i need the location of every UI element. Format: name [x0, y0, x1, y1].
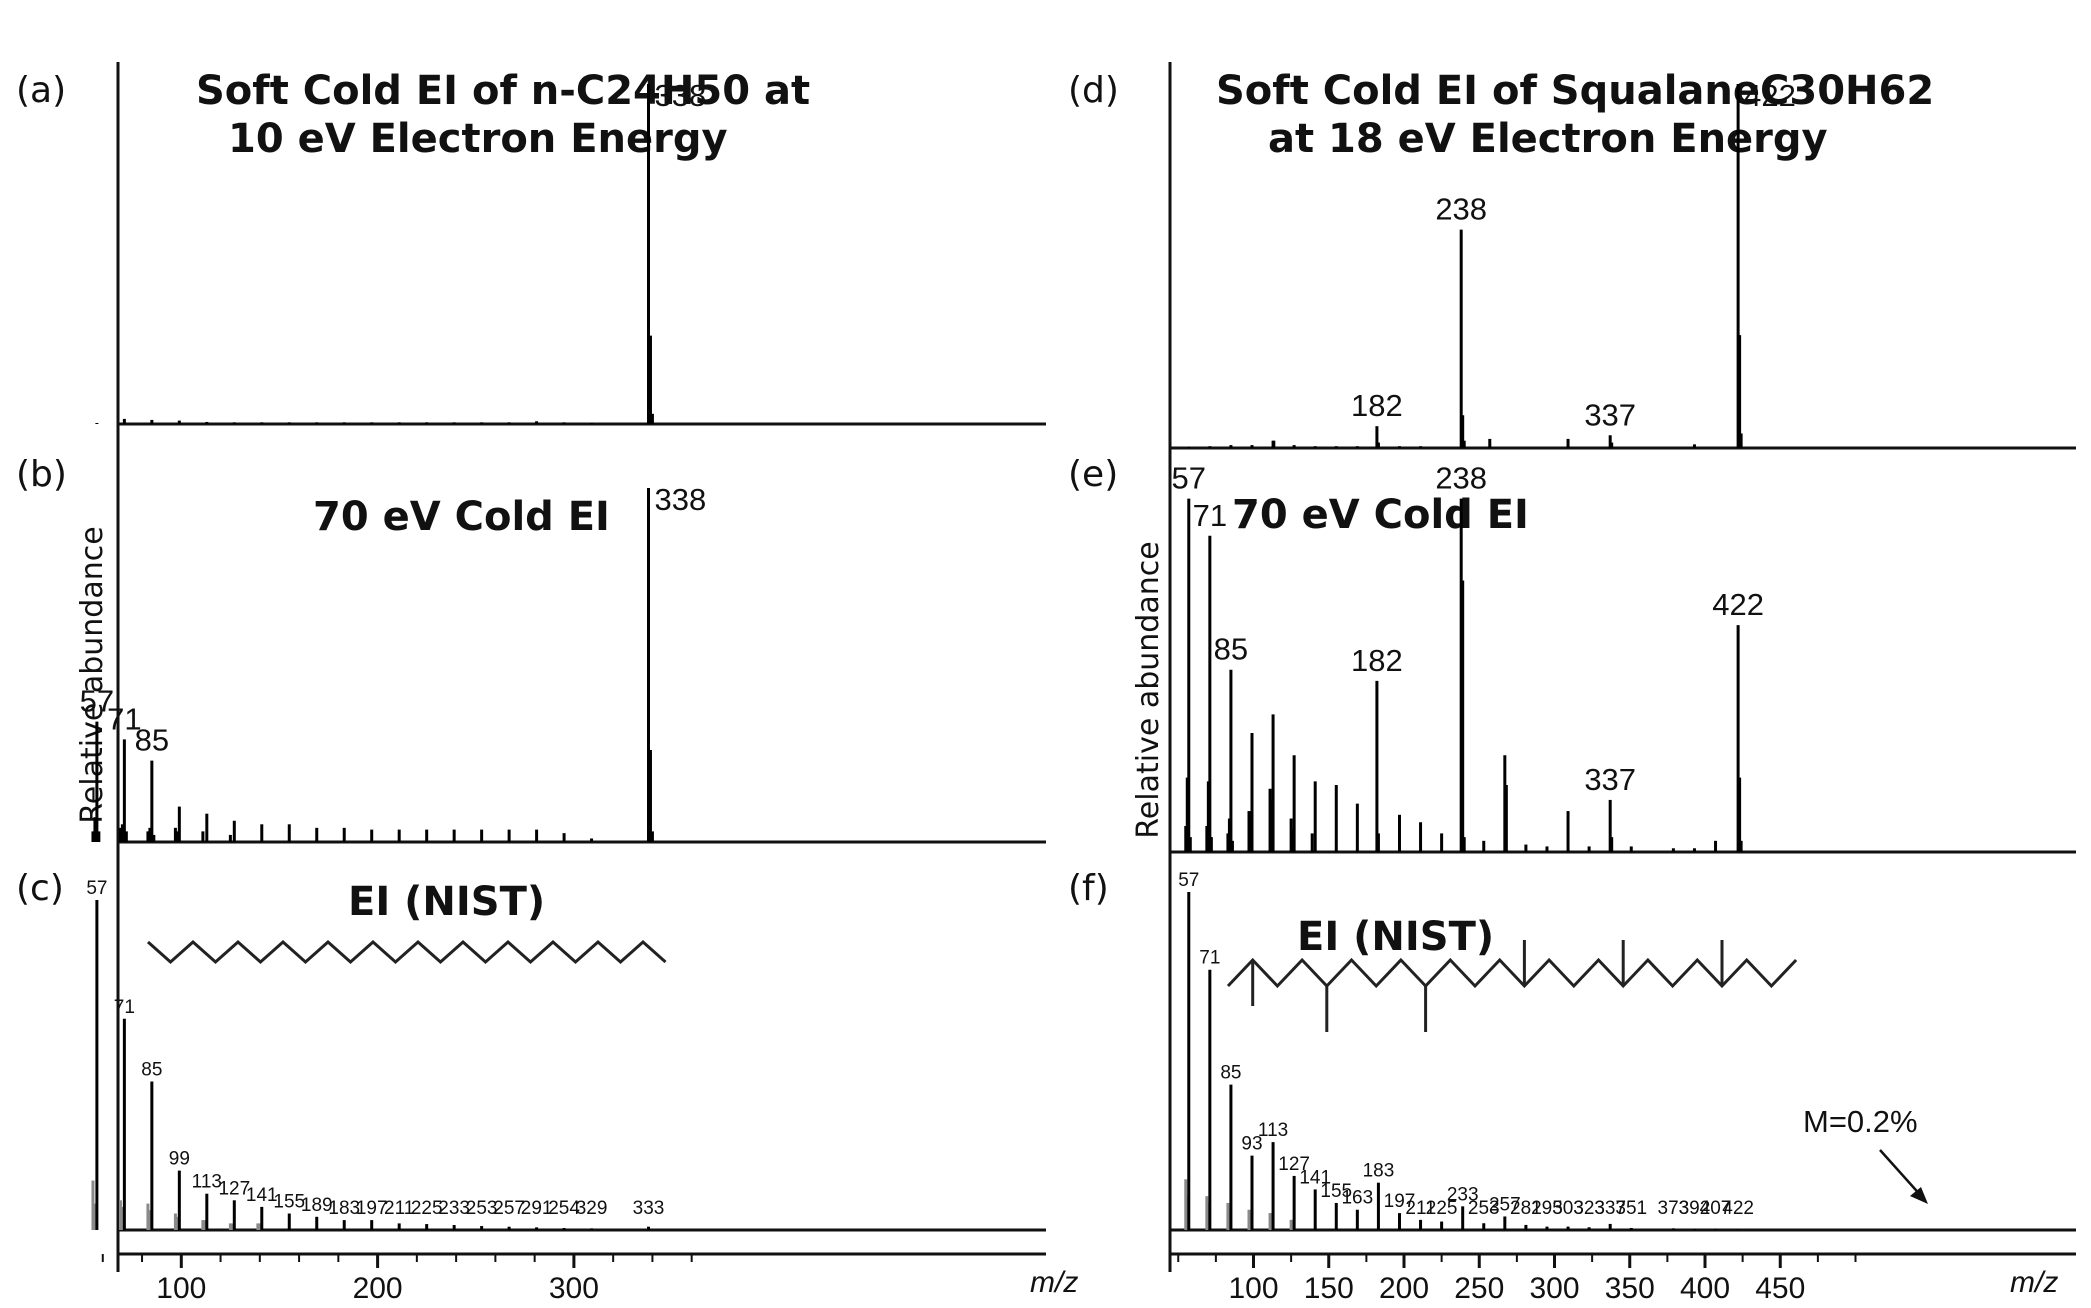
peak-label-b-3: 338: [654, 482, 706, 517]
x-tick-label-f-5: 350: [1605, 1272, 1655, 1305]
peak-label-f-2: 85: [1220, 1063, 1241, 1084]
peak-label-d-3: 422: [1744, 78, 1796, 113]
chart-title-a-line2: 10 eV Electron Energy: [228, 116, 728, 162]
panel-label-c: (c): [16, 868, 64, 909]
peak-label-c-16: 291: [521, 1198, 553, 1219]
peak-label-e-1: 71: [1193, 498, 1227, 533]
x-tick-label-f-4: 300: [1529, 1272, 1579, 1305]
peak-label-c-17: 254: [548, 1198, 580, 1219]
axes-left: [116, 62, 1046, 1272]
chart-title-a-line1: Soft Cold EI of n-C24H50 at: [196, 68, 810, 114]
peak-label-c-5: 127: [218, 1178, 250, 1199]
x-tick-label-f-7: 450: [1755, 1272, 1805, 1305]
peak-label-f-19: 323: [1573, 1198, 1605, 1219]
chart-title-e: 70 eV Cold EI: [1232, 492, 1529, 538]
peak-label-f-16: 281: [1510, 1198, 1542, 1219]
panel-label-f: (f): [1068, 868, 1109, 909]
peak-label-f-13: 233: [1447, 1184, 1479, 1205]
peak-label-d-2: 337: [1584, 397, 1636, 432]
peak-label-f-10: 197: [1384, 1191, 1416, 1212]
peak-label-c-13: 233: [438, 1198, 470, 1219]
peak-label-e-5: 337: [1584, 762, 1636, 797]
panel-label-e: (e): [1068, 454, 1118, 495]
peak-label-c-11: 211: [384, 1198, 414, 1219]
peak-label-d-0: 182: [1351, 388, 1403, 423]
peak-label-f-21: 351: [1615, 1198, 1647, 1219]
chart-title-d-line1: Soft Cold EI of SqualaneC30H62: [1216, 68, 1934, 114]
peak-label-e-3: 182: [1351, 643, 1403, 678]
x-tick-label-f-1: 150: [1304, 1272, 1354, 1305]
peak-label-e-2: 85: [1214, 632, 1248, 667]
chart-title-f: EI (NIST): [1297, 914, 1494, 960]
panel-label-d: (d): [1068, 70, 1119, 111]
peak-label-b-2: 85: [135, 723, 169, 758]
peak-label-b-0: 57: [80, 684, 114, 719]
peak-label-f-6: 141: [1299, 1167, 1331, 1188]
peak-label-f-23: 392: [1679, 1198, 1711, 1219]
peak-label-a-0: 338: [654, 78, 706, 113]
y-axis-label-left: Relative abundance: [75, 526, 110, 823]
peak-label-f-17: 295: [1531, 1198, 1563, 1219]
peak-label-c-8: 189: [301, 1195, 333, 1216]
peak-label-c-7: 155: [273, 1192, 305, 1213]
panel-label-a: (a): [16, 70, 66, 111]
chart-marks: 3385771853385771859911312714115518918319…: [80, 78, 1857, 1305]
peak-label-f-9: 183: [1363, 1161, 1395, 1182]
x-tick-label-c-0: 100: [156, 1272, 206, 1305]
x-axis-label-left: m/z: [1030, 1266, 1078, 1299]
peak-label-c-18: 329: [576, 1198, 608, 1219]
axes-right: [1168, 62, 2076, 1272]
squalane-structure: [1226, 940, 1798, 1032]
molecular-ion-annotation: M=0.2%: [1803, 1104, 1928, 1204]
peak-label-f-7: 155: [1320, 1181, 1352, 1202]
peak-label-f-11: 211: [1405, 1198, 1435, 1219]
peak-label-c-12: 225: [411, 1198, 443, 1219]
chart-title-d-line2: at 18 eV Electron Energy: [1268, 116, 1828, 162]
peak-label-c-19: 333: [633, 1198, 665, 1219]
peak-label-f-1: 71: [1199, 948, 1220, 969]
peak-label-c-0: 57: [86, 878, 107, 899]
peak-label-c-10: 197: [356, 1198, 388, 1219]
peak-label-e-6: 422: [1712, 587, 1764, 622]
peak-label-f-24: 407: [1700, 1198, 1732, 1219]
molecular-ion-annotation-label: M=0.2%: [1803, 1104, 1918, 1139]
peak-label-f-12: 225: [1426, 1198, 1458, 1219]
x-tick-label-c-2: 300: [549, 1272, 599, 1305]
peak-label-c-15: 257: [493, 1198, 525, 1219]
peak-label-f-3: 93: [1241, 1134, 1262, 1155]
peak-label-f-18: 303: [1552, 1198, 1584, 1219]
x-tick-label-f-2: 200: [1379, 1272, 1429, 1305]
peak-label-c-3: 99: [169, 1149, 190, 1170]
x-tick-label-c-1: 200: [353, 1272, 403, 1305]
peak-label-e-4: 238: [1435, 461, 1487, 496]
n-tetracosane-structure: [147, 939, 667, 965]
y-axis-label-right: Relative abundance: [1131, 541, 1166, 838]
peak-label-f-20: 337: [1594, 1198, 1626, 1219]
peak-label-f-0: 57: [1178, 870, 1199, 891]
peak-label-c-2: 85: [141, 1060, 162, 1081]
peak-label-c-9: 183: [328, 1198, 360, 1219]
peak-label-f-14: 253: [1468, 1198, 1500, 1219]
peak-label-c-1: 71: [114, 997, 135, 1018]
x-tick-label-f-6: 400: [1680, 1272, 1730, 1305]
peak-label-c-6: 141: [246, 1185, 278, 1206]
peak-label-f-5: 127: [1278, 1154, 1310, 1175]
peak-label-e-0: 57: [1172, 461, 1206, 496]
panel-label-b: (b): [16, 454, 67, 495]
chart-title-c: EI (NIST): [348, 879, 545, 925]
peak-label-d-1: 238: [1435, 192, 1487, 227]
peak-label-c-14: 253: [466, 1198, 498, 1219]
chart-title-b: 70 eV Cold EI: [313, 494, 610, 540]
peak-label-f-25: 422: [1722, 1198, 1754, 1219]
peak-label-f-22: 373: [1658, 1198, 1690, 1219]
peak-label-f-4: 113: [1258, 1120, 1288, 1141]
x-tick-label-f-0: 100: [1228, 1272, 1278, 1305]
x-axis-label-right: m/z: [2010, 1266, 2058, 1299]
x-tick-label-f-3: 250: [1454, 1272, 1504, 1305]
peak-label-c-4: 113: [192, 1172, 222, 1193]
peak-label-f-15: 257: [1489, 1194, 1521, 1215]
peak-label-b-1: 71: [107, 701, 141, 736]
peak-label-f-8: 163: [1341, 1188, 1373, 1209]
